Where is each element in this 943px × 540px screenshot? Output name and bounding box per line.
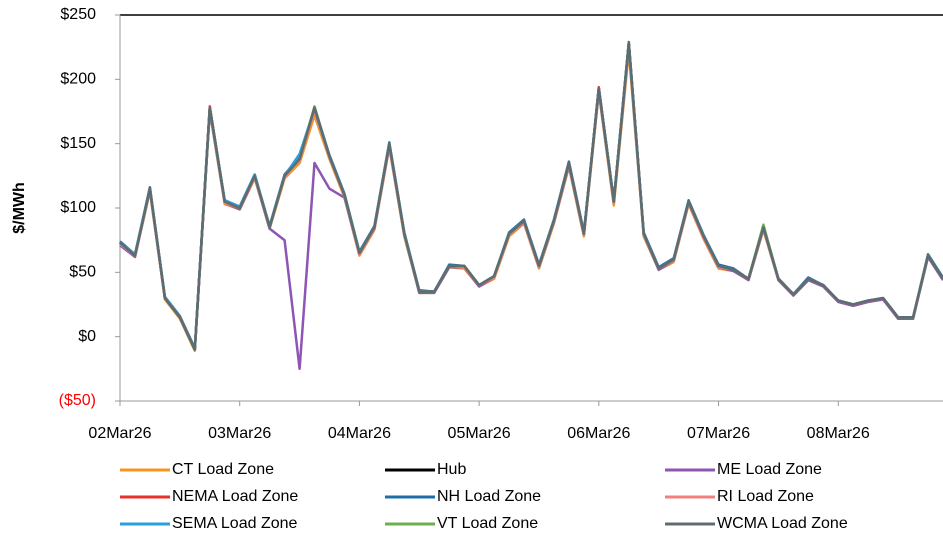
y-tick-label: $100 (60, 199, 96, 216)
legend-label: ME Load Zone (717, 461, 822, 478)
series-line (119, 42, 943, 351)
y-tick-label: $150 (60, 135, 96, 152)
y-tick-label: $50 (69, 264, 96, 281)
legend-label: VT Load Zone (437, 515, 538, 532)
legend-label: WCMA Load Zone (717, 515, 848, 532)
x-tick-label: 04Mar26 (328, 425, 391, 442)
legend-label: NEMA Load Zone (172, 488, 298, 505)
legend-label: Hub (437, 461, 466, 478)
legend-label: NH Load Zone (437, 488, 541, 505)
x-tick-label: 06Mar26 (567, 425, 630, 442)
y-tick-label: $0 (78, 328, 96, 345)
y-tick-label: $250 (60, 6, 96, 23)
x-tick-label: 02Mar26 (88, 425, 151, 442)
x-tick-label: 08Mar26 (807, 425, 870, 442)
legend-label: SEMA Load Zone (172, 515, 298, 532)
series-line (119, 44, 943, 371)
legend-label: RI Load Zone (717, 488, 814, 505)
x-tick-label: 03Mar26 (208, 425, 271, 442)
y-tick-label: ($50) (59, 392, 96, 409)
x-tick-label: 05Mar26 (448, 425, 511, 442)
legend-label: CT Load Zone (172, 461, 274, 478)
series-line (119, 40, 943, 350)
y-axis-label: $/MWh (11, 182, 28, 234)
y-tick-label: $200 (60, 71, 96, 88)
x-tick-label: 07Mar26 (687, 425, 750, 442)
